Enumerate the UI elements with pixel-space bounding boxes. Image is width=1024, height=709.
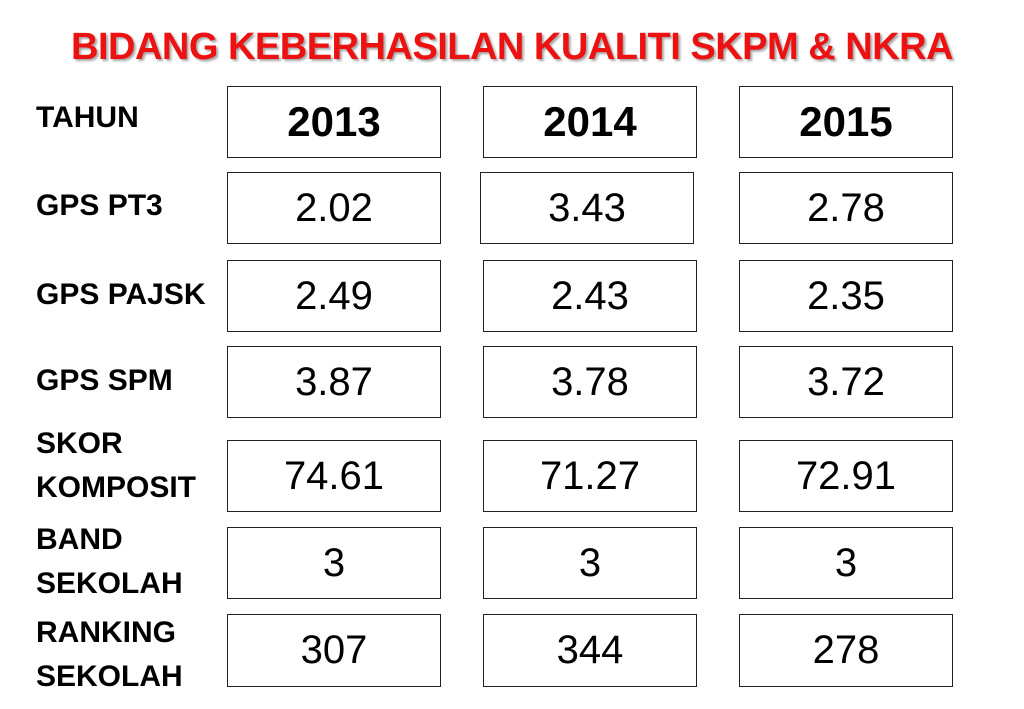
gps-pajsk-2013-cell: 2.49: [227, 260, 441, 332]
row-label-band-line2: SEKOLAH: [36, 567, 183, 600]
ranking-sekolah-2014-cell: 344: [483, 614, 697, 687]
row-label-skor-line1: SKOR: [36, 427, 123, 460]
gps-pt3-2013-cell: 2.02: [227, 172, 441, 244]
year-2015-header: 2015: [739, 86, 953, 158]
gps-spm-2015-cell: 3.72: [739, 346, 953, 418]
gps-spm-2014-cell: 3.78: [483, 346, 697, 418]
skor-komposit-2014-cell: 71.27: [483, 440, 697, 512]
gps-pajsk-2015-cell: 2.35: [739, 260, 953, 332]
band-sekolah-2014-cell: 3: [483, 527, 697, 599]
gps-spm-2013-cell: 3.87: [227, 346, 441, 418]
gps-pt3-2015-cell: 2.78: [739, 172, 953, 244]
gps-pt3-2014-cell: 3.43: [480, 172, 694, 244]
year-2013-header: 2013: [227, 86, 441, 158]
row-label-skor-line2: KOMPOSIT: [36, 471, 197, 504]
ranking-sekolah-2013-cell: 307: [227, 614, 441, 687]
skor-komposit-2013-cell: 74.61: [227, 440, 441, 512]
skor-komposit-2015-cell: 72.91: [739, 440, 953, 512]
row-label-gps-pajsk: GPS PAJSK: [36, 278, 206, 311]
row-label-ranking-line1: RANKING: [36, 616, 176, 649]
row-label-band-line1: BAND: [36, 523, 123, 556]
row-label-gps-pt3: GPS PT3: [36, 189, 163, 222]
page-title: BIDANG KEBERHASILAN KUALITI SKPM & NKRA: [71, 26, 953, 68]
row-label-gps-spm: GPS SPM: [36, 364, 173, 397]
row-label-tahun: TAHUN: [36, 101, 139, 134]
ranking-sekolah-2015-cell: 278: [739, 614, 953, 687]
gps-pajsk-2014-cell: 2.43: [483, 260, 697, 332]
row-label-ranking-line2: SEKOLAH: [36, 660, 183, 693]
band-sekolah-2013-cell: 3: [227, 527, 441, 599]
year-2014-header: 2014: [483, 86, 697, 158]
band-sekolah-2015-cell: 3: [739, 527, 953, 599]
